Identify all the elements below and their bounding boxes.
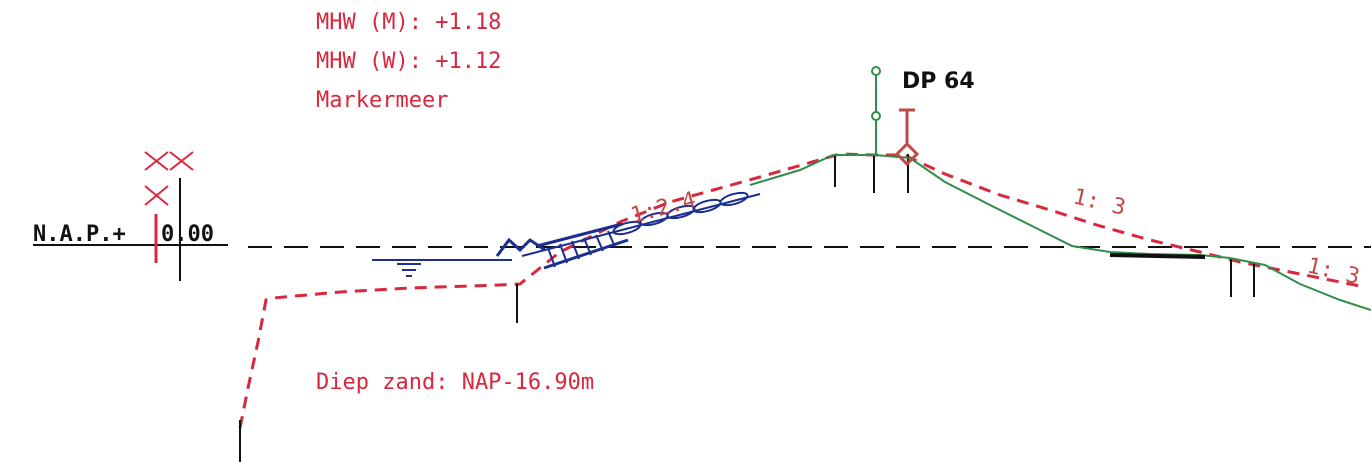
nap-label: N.A.P.+ [33,222,126,247]
mhw-w-label: MHW (W): +1.12 [316,49,501,74]
design-profile-dashed-line [238,152,1361,429]
stone-revetment-icon [495,191,761,270]
mhw-m-label: MHW (M): +1.18 [316,10,501,35]
nap-value: 0.00 [161,222,214,247]
survey-point-icon [871,66,881,155]
sand-depth-note: Diep zand: NAP-16.90m [316,370,594,395]
existing-ground-line [749,154,1371,311]
double-cross-marker-icon [144,151,194,263]
inner-slope-upper-label: 1: 3 [1071,184,1128,220]
water-level-icon [397,263,421,277]
inner-slope-lower-label: 1: 3 [1305,253,1362,289]
outer-slope-label: 1:2.4 [628,188,698,229]
inner-berm-segment [1109,253,1206,259]
profile-point-label: DP 64 [902,69,975,94]
water-body-label: Markermeer [316,88,448,113]
crest-marker-icon [894,108,920,167]
